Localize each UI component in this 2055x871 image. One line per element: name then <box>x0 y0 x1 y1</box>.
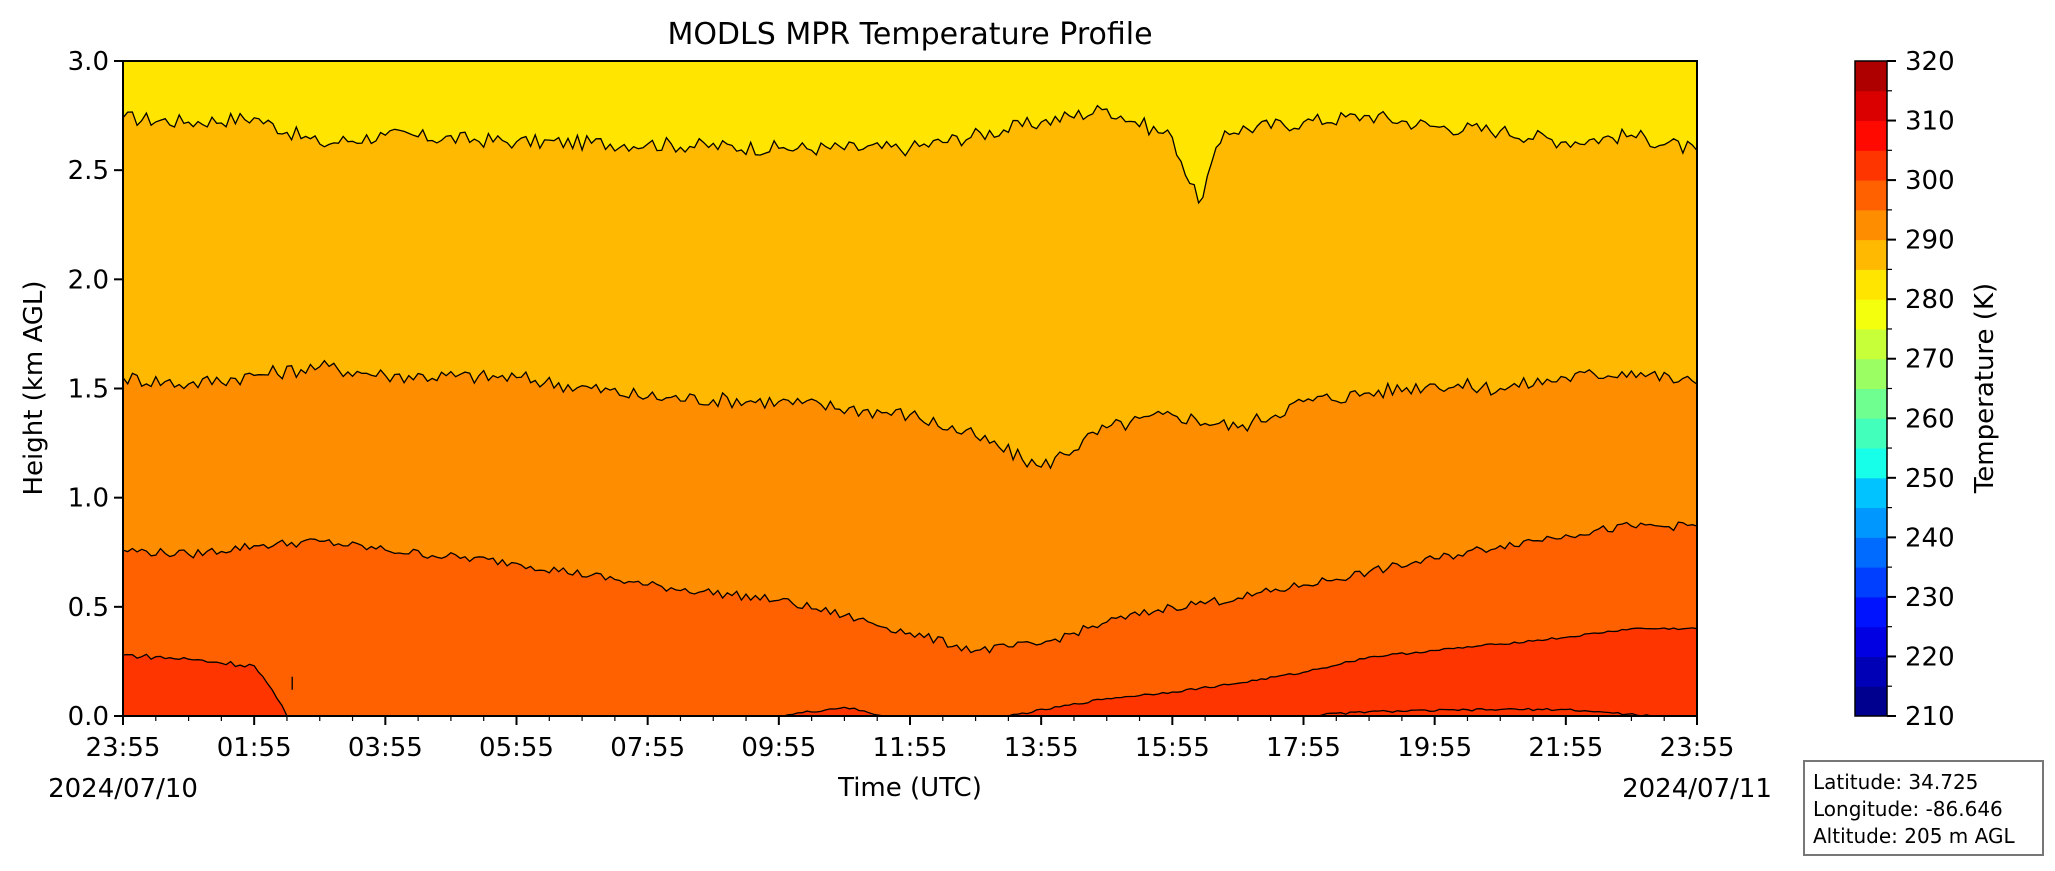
colorbar-tick-label: 250 <box>1905 464 1955 494</box>
colorbar: 210 220 230 240 250 260 270 280 290 300 310 320 <box>1854 47 1955 732</box>
colorbar-segment <box>1855 537 1887 568</box>
colorbar-segment <box>1855 328 1887 360</box>
colorbar-tick-label: 290 <box>1905 226 1955 256</box>
colorbar-tick-label: 300 <box>1905 166 1955 196</box>
colorbar-segment <box>1855 686 1887 717</box>
contour-line-295 <box>123 521 1697 654</box>
band-305-310 <box>778 707 884 716</box>
band-305-310 <box>1303 708 1652 716</box>
colorbar-tick-label: 260 <box>1905 404 1955 434</box>
y-tick-label: 1.5 <box>68 375 109 405</box>
chart-title: MODLS MPR Temperature Profile <box>667 17 1152 52</box>
colorbar-segment <box>1855 90 1887 122</box>
band-295-300 <box>123 522 1697 716</box>
contour-line-290 <box>123 359 1697 470</box>
colorbar-segment <box>1855 448 1887 479</box>
x-start-date: 2024/07/10 <box>48 774 198 804</box>
y-axis-label: Height (km AGL) <box>19 280 49 495</box>
y-tick-label: 0.0 <box>68 702 109 732</box>
colorbar-tick-label: 240 <box>1905 523 1955 553</box>
contour-line-300 <box>1008 627 1697 716</box>
band-300-305 <box>1008 627 1697 716</box>
x-tick-label: 17:55 <box>1266 733 1341 763</box>
x-tick-label: 23:55 <box>1660 733 1735 763</box>
colorbar-tick-label: 310 <box>1905 107 1955 137</box>
y-tick-label: 0.5 <box>68 593 109 623</box>
contour-line-285 <box>123 104 1697 205</box>
colorbar-segment <box>1855 269 1887 300</box>
site-longitude: Longitude: -86.646 <box>1813 797 2003 821</box>
colorbar-tick-label: 320 <box>1905 47 1955 77</box>
colorbar-segment <box>1855 239 1887 270</box>
y-tick-label: 1.0 <box>68 484 109 514</box>
plot-area <box>123 61 1697 716</box>
colorbar-segment <box>1855 418 1887 449</box>
contour-line-305 <box>1303 707 1652 716</box>
x-tick-label: 21:55 <box>1528 733 1603 763</box>
colorbar-segment <box>1855 358 1887 389</box>
colorbar-segment <box>1855 507 1887 538</box>
x-tick-label: 09:55 <box>741 733 816 763</box>
x-tick-label: 01:55 <box>217 733 292 763</box>
site-latitude: Latitude: 34.725 <box>1813 770 1979 794</box>
colorbar-label: Temperature (K) <box>1970 283 2000 494</box>
colorbar-segment <box>1855 61 1887 92</box>
colorbar-segment <box>1855 656 1887 687</box>
y-tick-label: 2.0 <box>68 265 109 295</box>
x-tick-label: 11:55 <box>873 733 948 763</box>
colorbar-segment <box>1855 567 1887 598</box>
x-tick-label: 19:55 <box>1397 733 1472 763</box>
colorbar-tick-label: 280 <box>1905 285 1955 315</box>
colorbar-segment <box>1855 596 1887 628</box>
colorbar-segment <box>1855 180 1887 211</box>
y-tick-label: 3.0 <box>68 47 109 77</box>
x-axis-label: Time (UTC) <box>837 773 982 803</box>
site-altitude: Altitude: 205 m AGL <box>1813 824 2015 848</box>
contour-line-305 <box>778 706 884 716</box>
colorbar-tick-label: 230 <box>1905 583 1955 613</box>
colorbar-tick-label: 210 <box>1905 702 1955 732</box>
colorbar-tick-label: 220 <box>1905 642 1955 672</box>
x-tick-label: 23:55 <box>86 733 161 763</box>
colorbar-segment <box>1855 626 1887 657</box>
x-axis: 23:55 01:55 03:55 05:55 07:55 09:55 11:55 13:55… <box>86 716 1735 763</box>
x-tick-label: 03:55 <box>348 733 423 763</box>
x-tick-label: 15:55 <box>1135 733 1210 763</box>
colorbar-segment <box>1855 120 1887 151</box>
colorbar-tick-label: 270 <box>1905 345 1955 375</box>
colorbar-segment <box>1855 150 1887 181</box>
x-end-date: 2024/07/11 <box>1622 774 1772 804</box>
colorbar-segment <box>1855 388 1887 419</box>
x-tick-label: 13:55 <box>1004 733 1079 763</box>
colorbar-segment <box>1855 299 1887 330</box>
site-info-box: Latitude: 34.725 Longitude: -86.646 Alti… <box>1803 760 2044 856</box>
contour-line-300 <box>123 653 288 716</box>
x-tick-label: 07:55 <box>610 733 685 763</box>
y-tick-label: 2.5 <box>68 156 109 186</box>
x-tick-label: 05:55 <box>479 733 554 763</box>
colorbar-segment <box>1855 477 1887 509</box>
colorbar-segment <box>1855 209 1887 241</box>
band-300-305 <box>123 654 287 716</box>
y-axis: 0.0 0.5 1.0 1.5 2.0 2.5 3.0 <box>68 47 123 732</box>
